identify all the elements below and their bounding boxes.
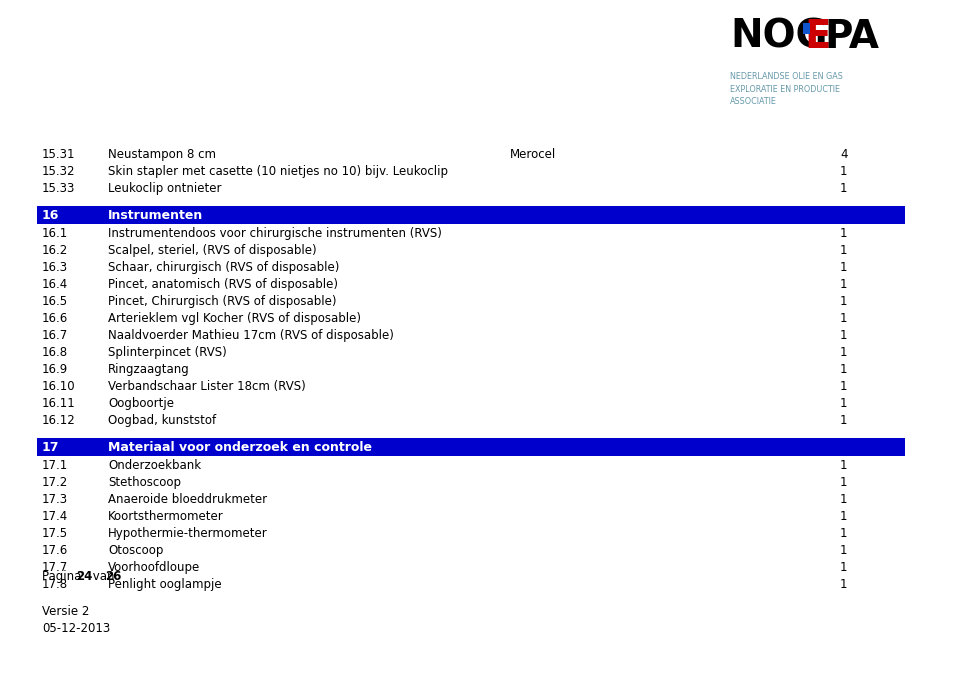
Text: Neustampon 8 cm: Neustampon 8 cm xyxy=(108,148,216,161)
Text: Oogboortje: Oogboortje xyxy=(108,397,174,410)
Text: Schaar, chirurgisch (RVS of disposable): Schaar, chirurgisch (RVS of disposable) xyxy=(108,261,339,274)
Text: Pincet, Chirurgisch (RVS of disposable): Pincet, Chirurgisch (RVS of disposable) xyxy=(108,295,337,308)
Text: Naaldvoerder Mathieu 17cm (RVS of disposable): Naaldvoerder Mathieu 17cm (RVS of dispos… xyxy=(108,329,394,342)
FancyBboxPatch shape xyxy=(37,206,905,224)
Text: Ringzaagtang: Ringzaagtang xyxy=(108,363,190,376)
Text: 15.31: 15.31 xyxy=(42,148,76,161)
Text: 1: 1 xyxy=(840,227,848,240)
Text: 05-12-2013: 05-12-2013 xyxy=(42,622,110,635)
Text: Splinterpincet (RVS): Splinterpincet (RVS) xyxy=(108,346,226,359)
Text: 24: 24 xyxy=(76,570,92,583)
Text: 1: 1 xyxy=(840,579,848,591)
Text: Koortsthermometer: Koortsthermometer xyxy=(108,510,223,524)
Text: 1: 1 xyxy=(840,414,848,427)
Text: 17.5: 17.5 xyxy=(42,528,68,540)
Text: Materiaal voor onderzoek en controle: Materiaal voor onderzoek en controle xyxy=(108,441,372,454)
Text: Voorhoofdloupe: Voorhoofdloupe xyxy=(108,562,200,574)
Text: 1: 1 xyxy=(840,278,848,291)
Text: 1: 1 xyxy=(840,244,848,257)
Text: 17.2: 17.2 xyxy=(42,476,68,490)
Text: 17.6: 17.6 xyxy=(42,545,68,557)
FancyBboxPatch shape xyxy=(803,23,810,34)
Text: 17.1: 17.1 xyxy=(42,459,68,473)
Text: Onderzoekbank: Onderzoekbank xyxy=(108,459,201,473)
Text: Versie 2: Versie 2 xyxy=(42,605,89,618)
Text: 17.3: 17.3 xyxy=(42,493,68,507)
Text: van: van xyxy=(89,570,118,583)
Text: 1: 1 xyxy=(840,493,848,507)
Text: Merocel: Merocel xyxy=(510,148,556,161)
Text: 17.7: 17.7 xyxy=(42,562,68,574)
Text: 1: 1 xyxy=(840,261,848,274)
Text: Arterieklem vgl Kocher (RVS of disposable): Arterieklem vgl Kocher (RVS of disposabl… xyxy=(108,312,361,325)
Text: 17.4: 17.4 xyxy=(42,510,68,524)
Text: NEDERLANDSE OLIE EN GAS
EXPLORATIE EN PRODUCTIE
ASSOCIATIE: NEDERLANDSE OLIE EN GAS EXPLORATIE EN PR… xyxy=(730,72,843,106)
Text: 16.4: 16.4 xyxy=(42,278,68,291)
Text: Penlight ooglampje: Penlight ooglampje xyxy=(108,579,222,591)
Text: 1: 1 xyxy=(840,397,848,410)
Text: Instrumenten: Instrumenten xyxy=(108,209,203,222)
Text: 16.2: 16.2 xyxy=(42,244,68,257)
Text: Oogbad, kunststof: Oogbad, kunststof xyxy=(108,414,216,427)
Text: Otoscoop: Otoscoop xyxy=(108,545,163,557)
Text: 1: 1 xyxy=(840,346,848,359)
Text: 4: 4 xyxy=(840,148,848,161)
Text: Skin stapler met casette (10 nietjes no 10) bijv. Leukoclip: Skin stapler met casette (10 nietjes no … xyxy=(108,165,448,179)
Text: 1: 1 xyxy=(840,476,848,490)
Text: 1: 1 xyxy=(840,510,848,524)
Text: 16.6: 16.6 xyxy=(42,312,68,325)
Text: 16.10: 16.10 xyxy=(42,380,76,393)
Text: 16.12: 16.12 xyxy=(42,414,76,427)
Text: 1: 1 xyxy=(840,295,848,308)
Text: 1: 1 xyxy=(840,545,848,557)
Text: 1: 1 xyxy=(840,562,848,574)
Text: Pincet, anatomisch (RVS of disposable): Pincet, anatomisch (RVS of disposable) xyxy=(108,278,338,291)
Text: NOG: NOG xyxy=(730,18,828,56)
Text: 15.33: 15.33 xyxy=(42,182,76,196)
Text: Anaeroide bloeddrukmeter: Anaeroide bloeddrukmeter xyxy=(108,493,268,507)
Text: Leukoclip ontnieter: Leukoclip ontnieter xyxy=(108,182,222,196)
Text: 1: 1 xyxy=(840,329,848,342)
Text: 16.5: 16.5 xyxy=(42,295,68,308)
Text: 1: 1 xyxy=(840,528,848,540)
Text: Instrumentendoos voor chirurgische instrumenten (RVS): Instrumentendoos voor chirurgische instr… xyxy=(108,227,442,240)
Text: 16.1: 16.1 xyxy=(42,227,68,240)
Text: 16: 16 xyxy=(42,209,59,222)
Text: Stethoscoop: Stethoscoop xyxy=(108,476,181,490)
Text: 1: 1 xyxy=(840,363,848,376)
Text: 1: 1 xyxy=(840,182,848,196)
Text: 16.9: 16.9 xyxy=(42,363,68,376)
FancyBboxPatch shape xyxy=(37,438,905,456)
Text: 1: 1 xyxy=(840,312,848,325)
Text: 16.7: 16.7 xyxy=(42,329,68,342)
Text: 16.8: 16.8 xyxy=(42,346,68,359)
Text: 1: 1 xyxy=(840,380,848,393)
Text: Pagina: Pagina xyxy=(42,570,85,583)
Text: 16.3: 16.3 xyxy=(42,261,68,274)
Text: 16.11: 16.11 xyxy=(42,397,76,410)
Text: Scalpel, steriel, (RVS of disposable): Scalpel, steriel, (RVS of disposable) xyxy=(108,244,316,257)
Text: 17: 17 xyxy=(42,441,59,454)
Text: 1: 1 xyxy=(840,165,848,179)
Text: 26: 26 xyxy=(105,570,122,583)
Text: PA: PA xyxy=(824,18,879,56)
Text: 15.32: 15.32 xyxy=(42,165,76,179)
Text: Verbandschaar Lister 18cm (RVS): Verbandschaar Lister 18cm (RVS) xyxy=(108,380,306,393)
Text: 17.8: 17.8 xyxy=(42,579,68,591)
Text: 1: 1 xyxy=(840,459,848,473)
Text: E: E xyxy=(804,18,830,56)
Text: Hypothermie-thermometer: Hypothermie-thermometer xyxy=(108,528,268,540)
